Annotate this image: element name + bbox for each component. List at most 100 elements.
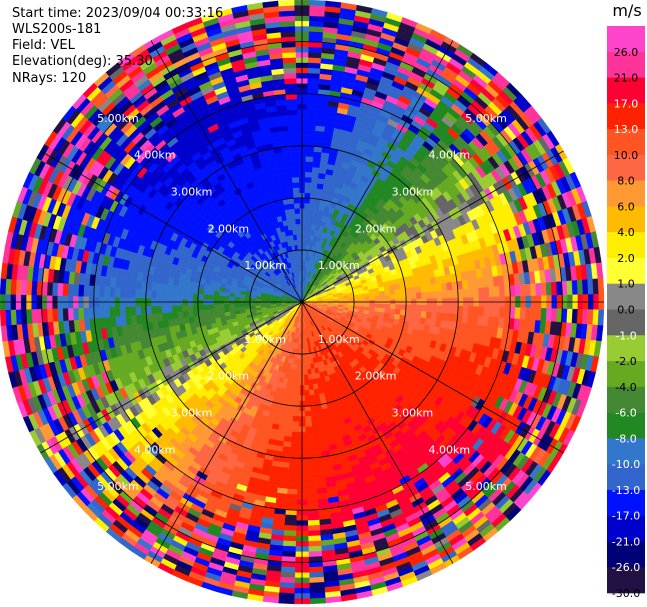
velocity-gate bbox=[305, 447, 315, 454]
velocity-gate bbox=[306, 109, 318, 116]
velocity-gate bbox=[550, 281, 558, 296]
velocity-gate bbox=[305, 426, 313, 433]
velocity-gate bbox=[389, 294, 396, 300]
velocity-gate bbox=[313, 151, 322, 158]
velocity-gate bbox=[308, 571, 324, 579]
velocity-gate bbox=[425, 284, 433, 293]
velocity-gate bbox=[405, 293, 412, 300]
velocity-gate bbox=[290, 441, 299, 448]
velocity-gate bbox=[308, 550, 323, 558]
velocity-gate bbox=[309, 0, 326, 7]
velocity-gate bbox=[304, 410, 312, 417]
velocity-gate bbox=[420, 311, 427, 319]
velocity-gate bbox=[597, 309, 605, 326]
velocity-gate bbox=[457, 305, 464, 315]
velocity-gate bbox=[343, 298, 350, 302]
velocity-gate bbox=[308, 31, 324, 38]
velocity-gate bbox=[452, 305, 459, 315]
velocity-gate bbox=[303, 379, 309, 386]
velocity-gate bbox=[395, 293, 402, 300]
velocity-gate bbox=[288, 462, 299, 469]
velocity-gate bbox=[426, 291, 433, 299]
velocity-gate bbox=[592, 278, 599, 295]
velocity-gate bbox=[286, 493, 298, 501]
velocity-gate bbox=[436, 305, 443, 314]
velocity-gate bbox=[305, 156, 314, 163]
velocity-gate bbox=[566, 280, 573, 296]
velocity-gate bbox=[308, 208, 315, 215]
velocity-gate bbox=[289, 457, 299, 464]
velocity-gate bbox=[285, 420, 293, 427]
velocity-gate bbox=[410, 310, 417, 318]
velocity-gate bbox=[369, 296, 376, 301]
velocity-gate bbox=[305, 457, 315, 464]
velocity-gate bbox=[279, 576, 296, 584]
velocity-gate bbox=[415, 286, 422, 294]
velocity-gate bbox=[307, 93, 319, 100]
velocity-gate bbox=[394, 288, 401, 295]
velocity-gate bbox=[305, 431, 313, 438]
velocity-gate bbox=[535, 307, 542, 322]
velocity-gate bbox=[305, 436, 314, 443]
velocity-gate bbox=[309, 587, 326, 594]
velocity-gate bbox=[304, 405, 311, 412]
velocity-gate bbox=[441, 282, 448, 292]
velocity-gate bbox=[286, 488, 298, 495]
velocity-gate bbox=[514, 307, 521, 320]
velocity-gate bbox=[304, 400, 311, 407]
velocity-gate bbox=[306, 493, 318, 501]
velocity-gate bbox=[306, 103, 318, 111]
velocity-gate bbox=[295, 379, 301, 386]
velocity-gate bbox=[309, 15, 325, 22]
velocity-gate bbox=[307, 83, 320, 90]
velocity-gate bbox=[293, 395, 300, 402]
velocity-gate bbox=[308, 566, 324, 573]
velocity-gate bbox=[305, 441, 314, 448]
velocity-gate bbox=[280, 571, 296, 579]
velocity-gate bbox=[305, 171, 313, 178]
velocity-gate bbox=[303, 374, 309, 381]
velocity-gate bbox=[311, 425, 320, 433]
velocity-gate bbox=[308, 389, 315, 396]
velocity-gate bbox=[284, 430, 293, 438]
velocity-gate bbox=[308, 384, 314, 391]
velocity-gate bbox=[307, 524, 321, 532]
velocity-gate bbox=[441, 305, 448, 314]
velocity-gate bbox=[306, 478, 317, 485]
velocity-gate bbox=[400, 304, 407, 311]
velocity-gate bbox=[303, 364, 308, 370]
velocity-gate bbox=[524, 307, 532, 321]
velocity-gate bbox=[576, 279, 584, 296]
velocity-gate bbox=[473, 306, 480, 317]
velocity-gate bbox=[431, 305, 438, 313]
velocity-gate bbox=[289, 447, 299, 454]
velocity-gate bbox=[303, 384, 310, 391]
velocity-gate bbox=[389, 308, 396, 315]
velocity-gate bbox=[307, 514, 320, 521]
velocity-gate bbox=[504, 285, 511, 297]
velocity-gate bbox=[309, 5, 326, 12]
velocity-gate bbox=[307, 368, 312, 375]
velocity-gate bbox=[368, 292, 375, 297]
velocity-gate bbox=[473, 287, 480, 298]
velocity-gate bbox=[566, 308, 573, 324]
velocity-gate bbox=[364, 303, 370, 308]
velocity-gate bbox=[293, 405, 300, 412]
velocity-gate bbox=[285, 504, 297, 511]
velocity-gate bbox=[305, 166, 313, 173]
velocity-gate bbox=[287, 473, 298, 480]
velocity-gate bbox=[296, 364, 301, 370]
velocity-gate bbox=[306, 467, 316, 475]
velocity-gate bbox=[302, 348, 307, 355]
velocity-gate bbox=[338, 298, 344, 302]
velocity-gate bbox=[302, 343, 306, 350]
velocity-gate bbox=[306, 358, 311, 365]
velocity-gate bbox=[303, 223, 309, 230]
velocity-gate bbox=[388, 284, 396, 291]
velocity-gate bbox=[582, 309, 589, 325]
velocity-gate bbox=[288, 399, 295, 407]
velocity-gate bbox=[363, 292, 370, 298]
velocity-gate bbox=[293, 400, 300, 407]
velocity-gate bbox=[283, 435, 292, 443]
velocity-gate bbox=[447, 289, 454, 299]
